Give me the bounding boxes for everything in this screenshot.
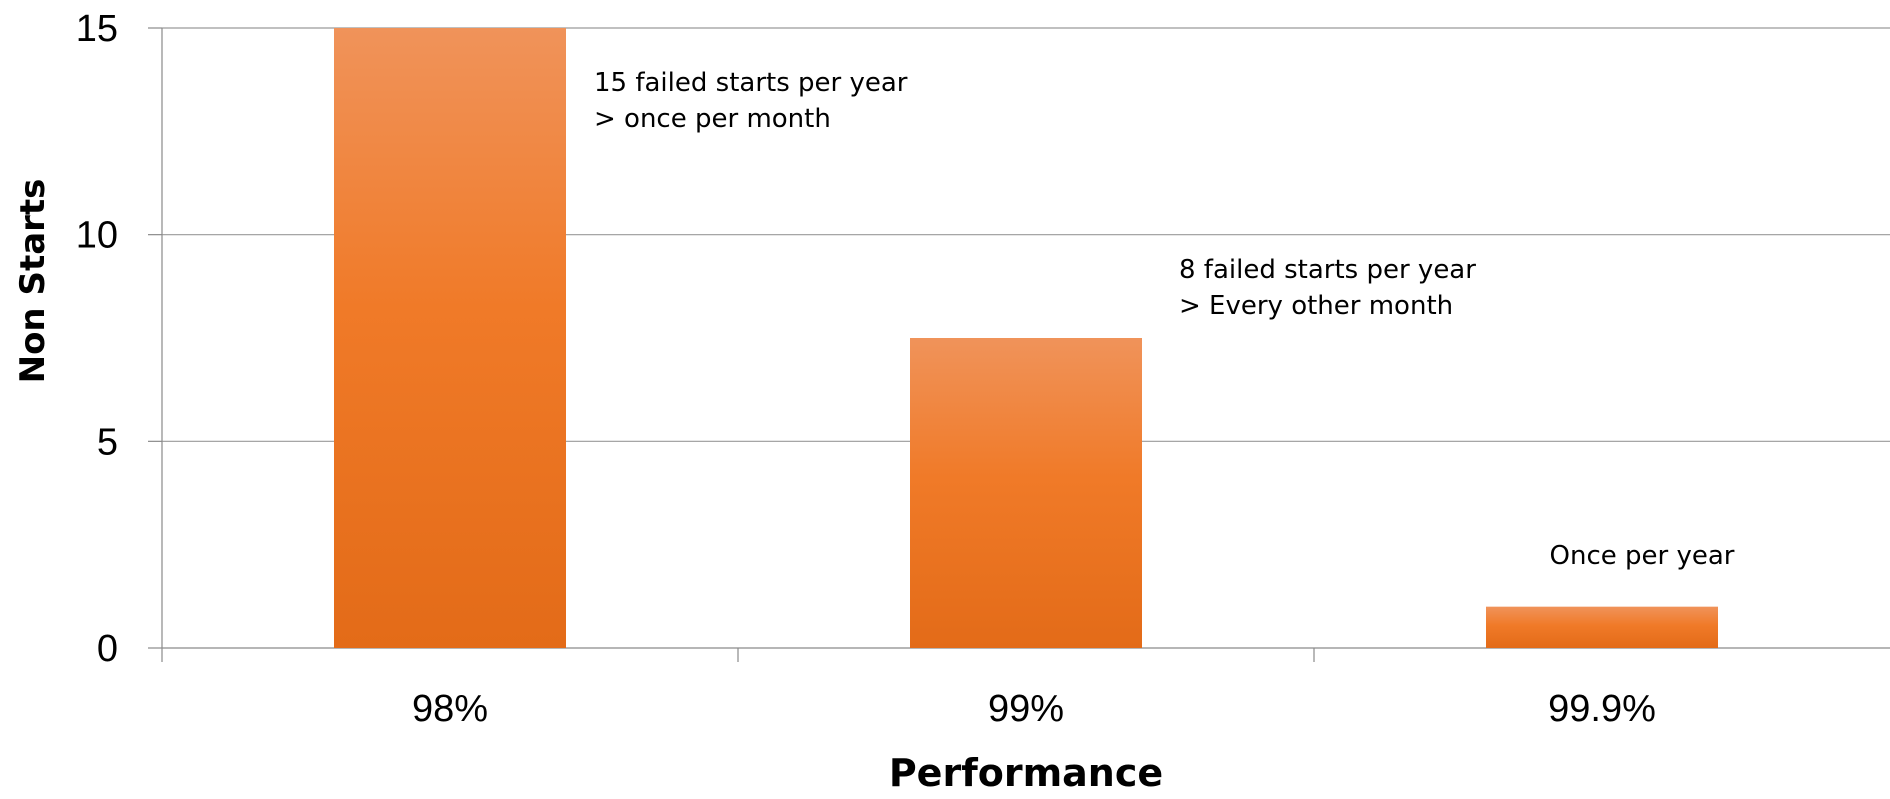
annotation-99-9-: Once per year xyxy=(1550,541,1735,571)
annotation-98-: 15 failed starts per year > once per mont… xyxy=(594,68,908,134)
x-tick-label: 99% xyxy=(988,688,1064,730)
y-tick-label: 10 xyxy=(76,215,118,257)
y-axis-title: Non Starts xyxy=(13,179,53,384)
y-tick-label: 15 xyxy=(76,8,118,50)
x-tick-label: 98% xyxy=(412,688,488,730)
x-axis-title: Performance xyxy=(889,751,1163,795)
annotation-99-: 8 failed starts per year > Every other mo… xyxy=(1179,255,1476,321)
bar-99- xyxy=(910,338,1142,648)
annotation-line: > once per month xyxy=(594,104,831,134)
annotation-line: 8 failed starts per year xyxy=(1179,255,1476,285)
annotation-line: Once per year xyxy=(1550,541,1735,571)
y-tick-label: 5 xyxy=(97,421,118,463)
annotation-line: > Every other month xyxy=(1179,291,1453,321)
bar-99-9- xyxy=(1486,606,1718,648)
bar-98- xyxy=(334,28,566,648)
y-tick-label: 0 xyxy=(97,628,118,670)
x-tick-label: 99.9% xyxy=(1548,688,1656,730)
annotations: 15 failed starts per year > once per mont… xyxy=(594,68,1735,571)
tick-labels: 0 5 10 15 98% 99% 99.9% xyxy=(76,8,1656,730)
bars xyxy=(334,28,1718,648)
annotation-line: 15 failed starts per year xyxy=(594,68,908,98)
